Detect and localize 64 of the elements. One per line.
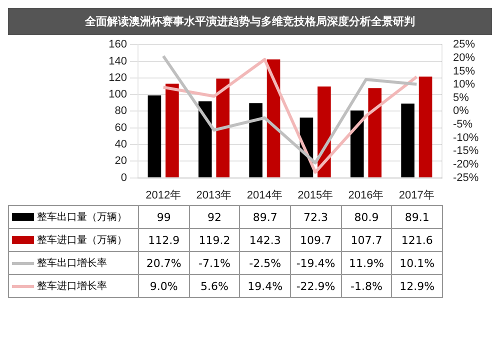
y-tick-label: 140 bbox=[108, 55, 127, 68]
x-tick-label: 2013年 bbox=[196, 189, 232, 202]
y-tick-label: 100 bbox=[108, 88, 127, 101]
y2-tick-label: -5% bbox=[453, 118, 473, 131]
x-tick-label: 2016年 bbox=[348, 189, 384, 202]
data-label: -19.4% bbox=[290, 252, 342, 274]
bar bbox=[368, 88, 382, 178]
y2-tick-label: 20% bbox=[453, 52, 476, 64]
data-label: 89.7 bbox=[240, 206, 290, 228]
bar bbox=[198, 101, 212, 178]
y-tick-label: 40 bbox=[114, 138, 127, 151]
legend-label: 整车出口增长率 bbox=[37, 258, 107, 269]
y-tick-label: 0 bbox=[120, 172, 127, 184]
x-tick-label: 2015年 bbox=[298, 189, 334, 202]
y2-tick-label: -25% bbox=[453, 172, 479, 184]
data-label: 5.6% bbox=[189, 274, 240, 298]
y-tick-label: 20 bbox=[114, 155, 127, 168]
bar bbox=[148, 95, 162, 178]
y-tick-label: 120 bbox=[108, 72, 127, 84]
data-label: 72.3 bbox=[290, 206, 342, 228]
legend-label: 整车进口量（万辆） bbox=[37, 235, 127, 246]
y2-tick-label: 10% bbox=[453, 78, 476, 91]
data-label: 12.9% bbox=[392, 274, 442, 298]
x-tick-label: 2014年 bbox=[246, 189, 282, 202]
data-label: 92 bbox=[189, 206, 240, 228]
data-label: -1.8% bbox=[341, 274, 392, 298]
y-tick-label: 160 bbox=[108, 38, 127, 51]
data-label: 99 bbox=[138, 206, 190, 228]
legend-label: 整车出口量（万辆） bbox=[37, 212, 127, 223]
bar bbox=[418, 76, 432, 178]
data-label: 112.9 bbox=[138, 228, 190, 252]
data-label: 19.4% bbox=[240, 274, 290, 298]
y2-tick-label: -15% bbox=[453, 145, 479, 158]
y2-tick-label: -10% bbox=[453, 132, 479, 144]
data-label: -2.5% bbox=[240, 252, 290, 274]
data-label: 9.0% bbox=[138, 274, 190, 298]
data-label: 89.1 bbox=[392, 206, 442, 228]
data-label: -22.9% bbox=[290, 274, 342, 298]
y2-tick-label: -20% bbox=[453, 158, 479, 171]
data-label: 107.7 bbox=[341, 228, 392, 252]
y2-tick-label: 0% bbox=[453, 105, 470, 118]
y2-tick-label: 5% bbox=[453, 92, 470, 104]
data-label: 142.3 bbox=[240, 228, 290, 252]
data-label: 11.9% bbox=[341, 252, 392, 274]
y-tick-label: 60 bbox=[114, 122, 127, 134]
bar bbox=[166, 84, 179, 178]
x-tick-label: 2012年 bbox=[146, 189, 182, 202]
bar bbox=[216, 78, 230, 178]
chart-title: 全面解读澳洲杯赛事水平演进趋势与多维竞技格局深度分析全景研判 bbox=[8, 8, 492, 35]
data-label: 80.9 bbox=[341, 206, 392, 228]
bar bbox=[401, 104, 414, 178]
x-tick-label: 2017年 bbox=[398, 189, 434, 202]
y2-tick-label: 15% bbox=[453, 65, 476, 78]
data-label: -7.1% bbox=[189, 252, 240, 274]
data-label: 121.6 bbox=[392, 228, 442, 252]
data-label: 10.1% bbox=[392, 252, 442, 274]
y-tick-label: 80 bbox=[114, 105, 127, 118]
bar bbox=[249, 103, 262, 178]
bar bbox=[350, 110, 364, 178]
y2-tick-label: 25% bbox=[453, 38, 476, 51]
data-label: 20.7% bbox=[138, 252, 190, 274]
legend-label: 整车进口增长率 bbox=[37, 281, 107, 292]
data-label: 119.2 bbox=[189, 228, 240, 252]
data-label: 109.7 bbox=[290, 228, 342, 252]
